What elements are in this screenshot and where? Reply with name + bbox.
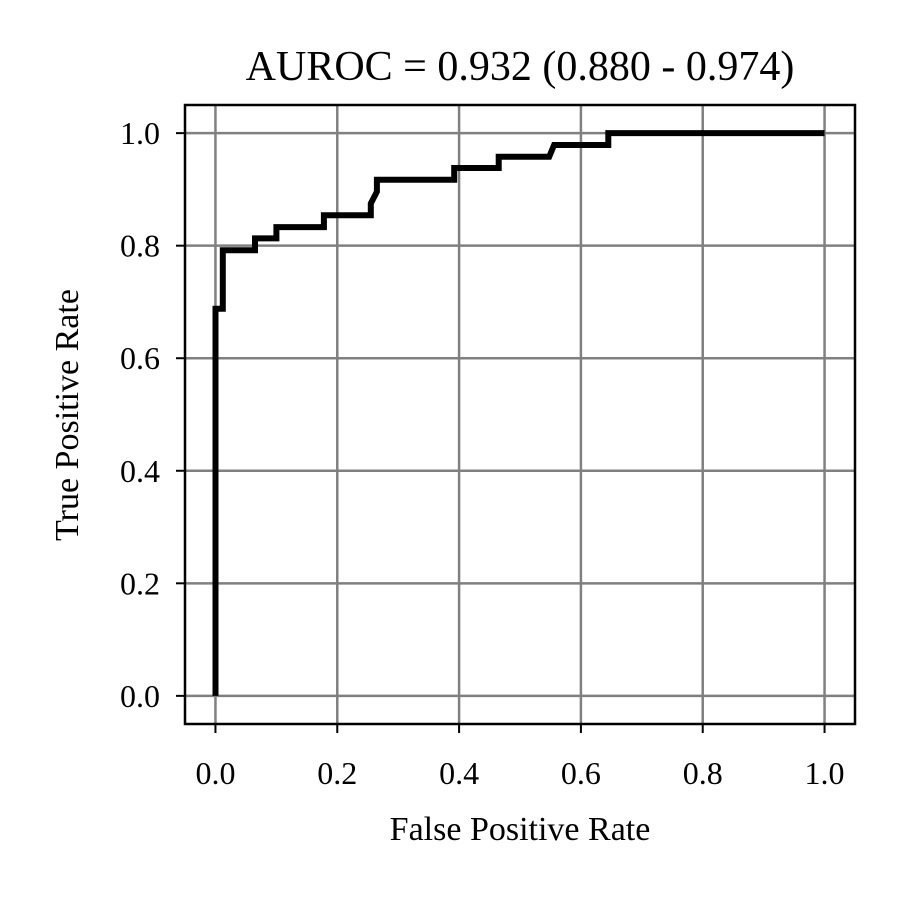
x-tick-label: 0.2 [317, 755, 357, 791]
y-tick-label: 0.4 [120, 453, 160, 489]
y-tick-label: 0.0 [120, 678, 160, 714]
x-tick-label: 0.8 [683, 755, 723, 791]
x-axis-ticks: 0.0 0.2 0.4 0.6 0.8 1.0 [195, 724, 845, 791]
y-tick-label: 0.6 [120, 340, 160, 376]
chart-title: AUROC = 0.932 (0.880 - 0.974) [246, 44, 795, 90]
x-tick-label: 0.6 [561, 755, 601, 791]
roc-curve-group [212, 130, 825, 696]
x-axis-label: False Positive Rate [390, 811, 651, 848]
x-tick-label: 0.0 [195, 755, 235, 791]
plot-frame [183, 103, 857, 726]
y-tick-label: 1.0 [120, 115, 160, 151]
x-tick-label: 0.4 [439, 755, 479, 791]
x-tick-label: 1.0 [805, 755, 845, 791]
y-tick-label: 0.8 [120, 228, 160, 264]
y-axis-label: True Positive Rate [49, 289, 86, 541]
roc-curve-line [212, 130, 825, 696]
y-axis-ticks: 0.0 0.2 0.4 0.6 0.8 1.0 [120, 115, 185, 714]
y-tick-label: 0.2 [120, 565, 160, 601]
grid [185, 105, 855, 724]
